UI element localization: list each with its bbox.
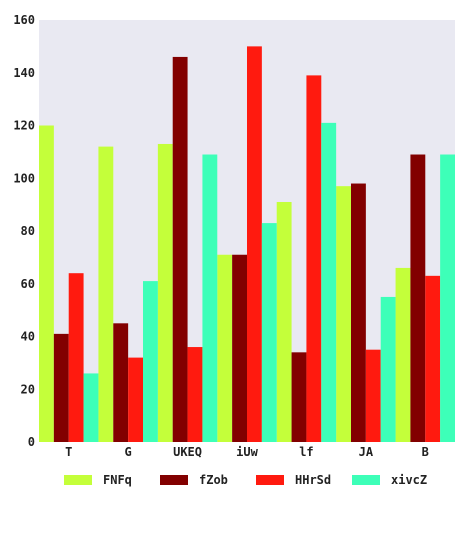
- legend-label-fZob: fZob: [199, 473, 228, 487]
- legend-swatch-FNFq: [64, 475, 92, 485]
- y-tick-label: 120: [13, 119, 35, 133]
- y-tick-label: 0: [28, 435, 35, 449]
- bar-xivcZ-iUw: [262, 223, 277, 442]
- legend-swatch-HHrSd: [256, 475, 284, 485]
- bar-HHrSd-JA: [366, 350, 381, 442]
- bar-FNFq-iUw: [217, 255, 232, 442]
- y-tick-label: 140: [13, 66, 35, 80]
- bar-fZob-lf: [292, 352, 307, 442]
- bar-fZob-iUw: [232, 255, 247, 442]
- bar-FNFq-UKEQ: [158, 144, 173, 442]
- bar-fZob-T: [54, 334, 69, 442]
- bar-xivcZ-UKEQ: [202, 155, 217, 442]
- bar-xivcZ-B: [440, 155, 455, 442]
- legend-swatch-xivcZ: [352, 475, 380, 485]
- y-tick-label: 80: [21, 224, 35, 238]
- bar-FNFq-B: [396, 268, 411, 442]
- x-tick-label: B: [422, 445, 429, 459]
- x-tick-label: JA: [359, 445, 374, 459]
- bar-xivcZ-G: [143, 281, 158, 442]
- bar-HHrSd-T: [69, 273, 84, 442]
- legend-swatch-fZob: [160, 475, 188, 485]
- y-tick-label: 60: [21, 277, 35, 291]
- y-tick-label: 20: [21, 382, 35, 396]
- bar-HHrSd-UKEQ: [188, 347, 203, 442]
- x-tick-label: iUw: [236, 445, 258, 459]
- bar-FNFq-lf: [277, 202, 292, 442]
- bar-fZob-B: [410, 155, 425, 442]
- y-tick-label: 100: [13, 171, 35, 185]
- bar-HHrSd-B: [425, 276, 440, 442]
- legend-label-xivcZ: xivcZ: [391, 473, 427, 487]
- x-tick-label: T: [65, 445, 72, 459]
- x-axis: T G UKEQ iUw lf JA B: [65, 445, 429, 459]
- legend: FNFq fZob HHrSd xivcZ: [64, 473, 427, 487]
- bar-FNFq-G: [98, 147, 113, 442]
- bar-fZob-G: [113, 323, 128, 442]
- bar-HHrSd-G: [128, 358, 143, 442]
- bar-HHrSd-lf: [306, 75, 321, 442]
- bar-xivcZ-T: [84, 373, 99, 442]
- bar-FNFq-T: [39, 126, 54, 443]
- x-tick-label: G: [125, 445, 132, 459]
- bar-HHrSd-iUw: [247, 46, 262, 442]
- y-tick-label: 40: [21, 330, 35, 344]
- y-axis: 0 20 40 60 80 100 120 140 160: [13, 13, 35, 449]
- bar-xivcZ-lf: [321, 123, 336, 442]
- x-tick-label: lf: [299, 445, 313, 459]
- bar-xivcZ-JA: [381, 297, 396, 442]
- bar-fZob-JA: [351, 184, 366, 442]
- bar-fZob-UKEQ: [173, 57, 188, 442]
- x-tick-label: UKEQ: [173, 445, 202, 459]
- bar-FNFq-JA: [336, 186, 351, 442]
- y-tick-label: 160: [13, 13, 35, 27]
- legend-label-FNFq: FNFq: [103, 473, 132, 487]
- legend-label-HHrSd: HHrSd: [295, 473, 331, 487]
